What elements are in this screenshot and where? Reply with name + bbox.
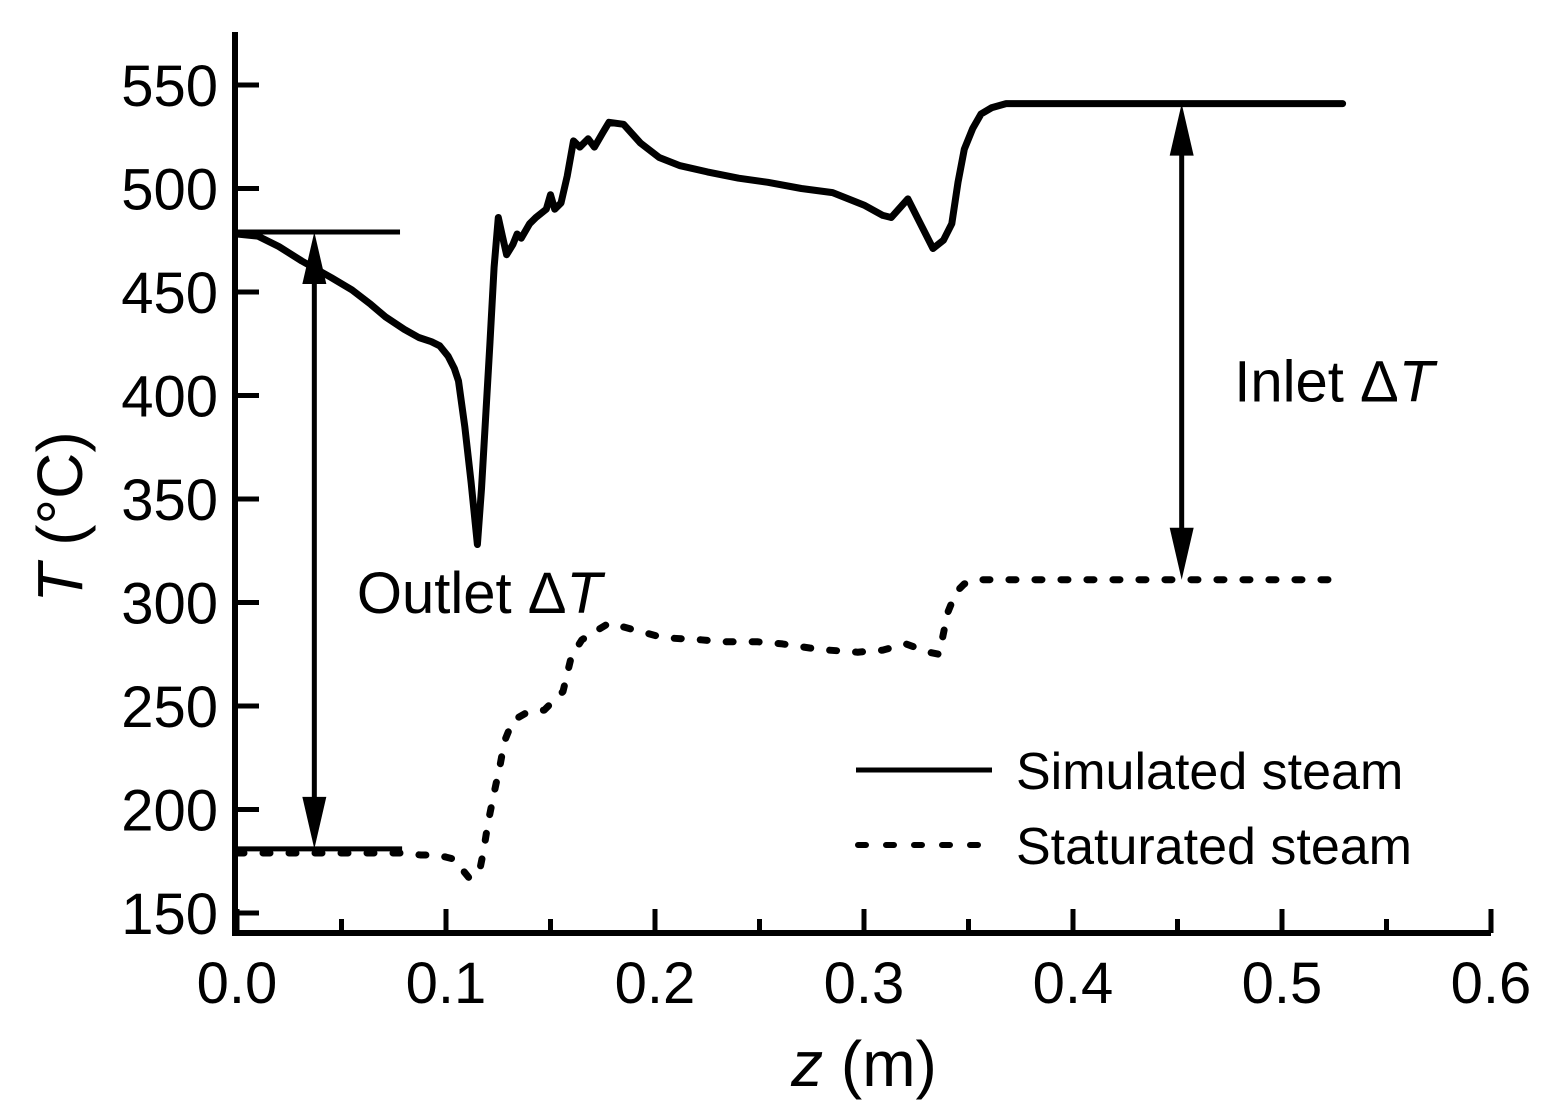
inlet-label-symbol: T <box>1399 350 1438 415</box>
outlet-label-text: Outlet Δ <box>357 561 567 626</box>
y-axis-title: T (°C) <box>24 431 96 602</box>
arrowhead-up-icon <box>1169 103 1194 156</box>
delta-t-arrows <box>302 103 1194 849</box>
y-tick-label: 400 <box>121 365 218 430</box>
x-tick-label: 0.6 <box>1451 951 1532 1016</box>
x-axis-symbol: z <box>790 1028 823 1100</box>
x-tick-label: 0.2 <box>615 951 696 1016</box>
y-tick-label: 250 <box>121 675 218 740</box>
y-tick-label: 150 <box>121 882 218 947</box>
inlet-label-text: Inlet Δ <box>1234 350 1398 415</box>
y-axis-symbol: T <box>24 560 96 603</box>
x-tick-label: 0.1 <box>406 951 487 1016</box>
y-tick-label: 300 <box>121 572 218 637</box>
reference-lines <box>235 229 403 852</box>
arrowhead-up-icon <box>302 231 327 284</box>
inlet-delta-t-arrow <box>1169 103 1194 580</box>
data-series <box>233 100 1347 882</box>
y-tick-label: 450 <box>121 261 218 326</box>
y-tick-label: 550 <box>121 54 218 119</box>
outlet-label-symbol: T <box>567 561 606 626</box>
y-axis-ticks: 150 200 250 300 350 400 450 500 550 <box>121 54 259 947</box>
legend-label-saturated-steam: Staturated steam <box>1016 818 1412 876</box>
x-axis-ticks: 0.0 0.1 0.2 0.3 0.4 0.5 0.6 <box>197 909 1532 1016</box>
outlet-delta-t-label: Outlet ΔT <box>357 561 606 626</box>
outlet-delta-t-arrow <box>302 231 327 849</box>
x-tick-label: 0.0 <box>197 951 278 1016</box>
x-tick-label: 0.4 <box>1033 951 1114 1016</box>
x-axis-unit: (m) <box>823 1028 937 1100</box>
x-tick-label: 0.3 <box>824 951 905 1016</box>
legend: Simulated steam Staturated steam <box>855 743 1412 876</box>
x-axis-title: z (m) <box>790 1028 937 1100</box>
y-tick-label: 500 <box>121 158 218 223</box>
y-tick-label: 200 <box>121 779 218 844</box>
y-axis-unit: (°C) <box>24 431 96 563</box>
legend-label-simulated-steam: Simulated steam <box>1016 743 1403 801</box>
series-simulated-steam <box>233 100 1347 548</box>
x-tick-label: 0.5 <box>1242 951 1323 1016</box>
inlet-delta-t-label: Inlet ΔT <box>1234 350 1437 415</box>
arrowhead-down-icon <box>302 796 327 849</box>
arrowhead-down-icon <box>1169 527 1194 580</box>
y-tick-label: 350 <box>121 468 218 533</box>
